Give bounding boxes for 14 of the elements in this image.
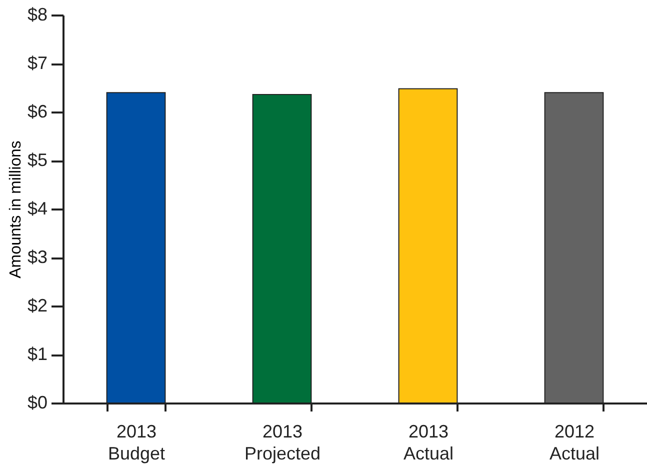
x-tick-label: 2013 Actual bbox=[403, 422, 454, 464]
y-tick-label: $7 bbox=[27, 53, 48, 73]
x-tick-label: 2013 Budget bbox=[108, 422, 166, 464]
y-tick-label: $6 bbox=[27, 102, 48, 122]
y-tick-label: $4 bbox=[27, 198, 48, 218]
x-tick-label: 2013 Projected bbox=[244, 422, 321, 464]
y-axis-title: Amounts in millions bbox=[7, 140, 24, 278]
y-tick-label: $2 bbox=[27, 296, 48, 316]
y-tick-label: $8 bbox=[27, 4, 48, 24]
y-tick-label: $5 bbox=[27, 150, 48, 170]
y-tick-label: $3 bbox=[27, 247, 48, 267]
y-tick-label: $1 bbox=[27, 344, 48, 364]
y-tick-label: $0 bbox=[27, 392, 48, 412]
x-tick-label: 2012 Actual bbox=[549, 422, 600, 464]
